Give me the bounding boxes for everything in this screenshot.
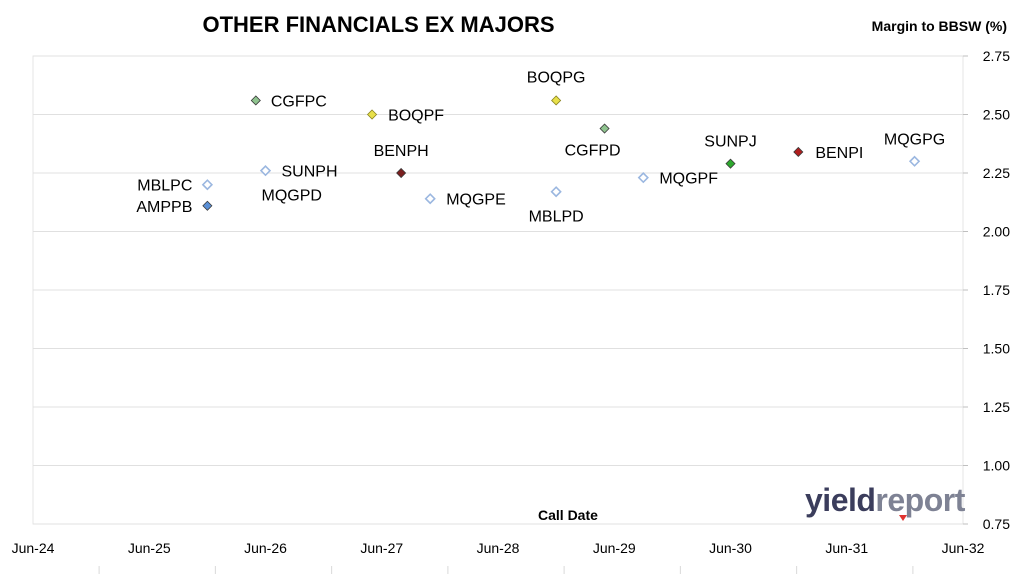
logo-part-1: yield bbox=[805, 482, 876, 518]
y-tick-label: 2.00 bbox=[983, 224, 1010, 240]
point-label: BENPI bbox=[815, 145, 863, 162]
point-label: MBLPC bbox=[137, 178, 192, 195]
y-tick-label: 2.50 bbox=[983, 107, 1010, 123]
x-tick-label: Jun-31 bbox=[825, 540, 868, 556]
y-tick-label: 1.75 bbox=[983, 282, 1010, 298]
y-axis-title: Margin to BBSW (%) bbox=[871, 18, 1007, 34]
data-point bbox=[637, 172, 649, 184]
x-tick-label: Jun-29 bbox=[593, 540, 636, 556]
y-tick-label: 1.50 bbox=[983, 341, 1010, 357]
data-point bbox=[366, 109, 378, 120]
point-label: BOQPF bbox=[388, 108, 444, 125]
data-point bbox=[725, 158, 736, 169]
data-point bbox=[250, 95, 261, 106]
x-axis-title: Call Date bbox=[538, 507, 598, 523]
x-tick-label: Jun-25 bbox=[128, 540, 171, 556]
data-point bbox=[396, 167, 407, 179]
data-point bbox=[259, 165, 272, 177]
y-tick-label: 1.25 bbox=[983, 399, 1010, 415]
data-point bbox=[908, 155, 921, 167]
point-label: MQGPG bbox=[884, 131, 945, 148]
point-label: MQGPE bbox=[446, 192, 506, 209]
data-point bbox=[424, 193, 436, 205]
data-point bbox=[793, 146, 804, 158]
point-label: MBLPD bbox=[529, 209, 584, 226]
point-label: BOQPG bbox=[527, 69, 586, 86]
point-label: MQGPD bbox=[262, 188, 322, 205]
point-label: BENPH bbox=[374, 143, 429, 160]
data-point bbox=[550, 186, 562, 198]
x-tick-label: Jun-24 bbox=[12, 540, 55, 556]
x-tick-label: Jun-26 bbox=[244, 540, 287, 556]
y-tick-label: 0.75 bbox=[983, 516, 1010, 532]
x-tick-label: Jun-32 bbox=[942, 540, 985, 556]
data-point bbox=[599, 123, 610, 134]
y-tick-label: 2.75 bbox=[983, 48, 1010, 64]
x-tick-label: Jun-30 bbox=[709, 540, 752, 556]
point-label: SUNPJ bbox=[704, 134, 756, 151]
logo-part-2: report bbox=[875, 482, 965, 518]
y-tick-label: 1.00 bbox=[983, 458, 1010, 474]
data-point bbox=[551, 95, 562, 106]
logo-triangle-icon bbox=[899, 515, 907, 521]
point-label: CGFPD bbox=[565, 143, 621, 160]
point-label: MQGPF bbox=[659, 171, 718, 188]
x-tick-label: Jun-28 bbox=[477, 540, 520, 556]
point-label: SUNPH bbox=[282, 164, 338, 181]
chart-title: OTHER FINANCIALS EX MAJORS bbox=[202, 12, 555, 37]
x-tick-label: Jun-27 bbox=[360, 540, 403, 556]
yieldreport-logo: yieldreport bbox=[805, 482, 965, 519]
data-point bbox=[202, 200, 213, 211]
data-point bbox=[201, 179, 214, 191]
point-label: AMPPB bbox=[136, 199, 192, 216]
y-tick-label: 2.25 bbox=[983, 165, 1010, 181]
point-label: CGFPC bbox=[271, 93, 327, 110]
